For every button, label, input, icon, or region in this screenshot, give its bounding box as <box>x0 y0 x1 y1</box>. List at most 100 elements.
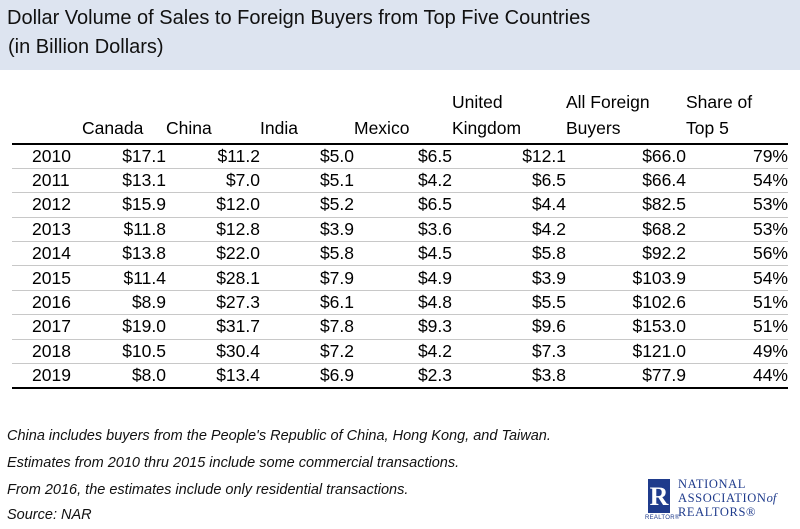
table-row: 2011 $13.1 $7.0 $5.1 $4.2 $6.5 $66.4 54% <box>12 168 788 193</box>
cell-india: $7.8 <box>319 316 354 337</box>
cell-year: 2016 <box>32 292 71 313</box>
cell-all-foreign-buyers: $153.0 <box>632 316 686 337</box>
cell-united-kingdom: $3.9 <box>531 267 566 288</box>
cell-india: $5.0 <box>319 145 354 166</box>
table-subtitle: (in Billion Dollars) <box>8 36 164 58</box>
header-mexico: Mexico <box>354 118 410 138</box>
cell-india: $3.9 <box>319 218 354 239</box>
cell-share-of-top-5: 51% <box>752 316 788 337</box>
cell-china: $7.0 <box>225 170 260 191</box>
cell-all-foreign-buyers: $66.0 <box>642 145 686 166</box>
sales-table: Canada China India Mexico United Kingdom … <box>12 89 788 389</box>
cell-united-kingdom: $7.3 <box>531 340 566 361</box>
cell-year: 2012 <box>32 194 71 215</box>
cell-united-kingdom: $5.5 <box>531 292 566 313</box>
cell-india: $6.1 <box>319 292 354 313</box>
cell-mexico: $6.5 <box>417 145 452 166</box>
realtor-r-icon: R <box>648 479 670 513</box>
header-all-foreign-buyers: All Foreign Buyers <box>566 92 650 138</box>
cell-canada: $15.9 <box>122 194 166 215</box>
cell-china: $12.0 <box>216 194 260 215</box>
cell-china: $11.2 <box>217 145 261 166</box>
cell-mexico: $6.5 <box>417 194 452 215</box>
cell-year: 2011 <box>32 170 70 191</box>
cell-all-foreign-buyers: $92.2 <box>642 243 686 264</box>
cell-year: 2014 <box>32 243 71 264</box>
cell-canada: $19.0 <box>122 316 166 337</box>
header-united-kingdom: United Kingdom <box>452 92 522 138</box>
cell-share-of-top-5: 51% <box>752 292 788 313</box>
cell-share-of-top-5: 56% <box>752 243 788 264</box>
cell-canada: $11.8 <box>123 218 167 239</box>
cell-canada: $10.5 <box>122 340 166 361</box>
cell-china: $27.3 <box>216 292 260 313</box>
logo-realtor-label: REALTOR® <box>645 515 680 521</box>
header-china: China <box>166 118 212 138</box>
cell-share-of-top-5: 44% <box>752 364 788 385</box>
footnote-commercial: Estimates from 2010 thru 2015 include so… <box>7 455 460 471</box>
cell-india: $7.2 <box>319 340 354 361</box>
cell-united-kingdom: $6.5 <box>531 170 566 191</box>
header-india: India <box>260 118 298 138</box>
cell-canada: $13.1 <box>122 170 166 191</box>
cell-year: 2019 <box>32 364 71 385</box>
cell-share-of-top-5: 53% <box>752 218 788 239</box>
header-year <box>12 89 82 144</box>
cell-all-foreign-buyers: $68.2 <box>642 218 686 239</box>
cell-all-foreign-buyers: $103.9 <box>632 267 686 288</box>
cell-india: $5.1 <box>319 170 354 191</box>
header-share-of-top-5: Share of Top 5 <box>686 92 753 138</box>
header-row: Canada China India Mexico United Kingdom … <box>12 89 788 144</box>
cell-all-foreign-buyers: $121.0 <box>632 340 686 361</box>
cell-united-kingdom: $4.4 <box>531 194 566 215</box>
cell-share-of-top-5: 49% <box>752 340 788 361</box>
cell-india: $5.8 <box>319 243 354 264</box>
cell-all-foreign-buyers: $77.9 <box>642 364 686 385</box>
cell-year: 2017 <box>32 316 71 337</box>
cell-united-kingdom: $4.2 <box>531 218 566 239</box>
table-row: 2018 $10.5 $30.4 $7.2 $4.2 $7.3 $121.0 4… <box>12 339 788 364</box>
table-row: 2010 $17.1 $11.2 $5.0 $6.5 $12.1 $66.0 7… <box>12 144 788 169</box>
table-row: 2019 $8.0 $13.4 $6.9 $2.3 $3.8 $77.9 44% <box>12 364 788 388</box>
cell-mexico: $4.5 <box>417 243 452 264</box>
cell-mexico: $2.3 <box>417 364 452 385</box>
table-row: 2012 $15.9 $12.0 $5.2 $6.5 $4.4 $82.5 53… <box>12 193 788 218</box>
cell-mexico: $4.2 <box>417 340 452 361</box>
cell-all-foreign-buyers: $82.5 <box>642 194 686 215</box>
nar-logo: R REALTOR® NATIONAL ASSOCIATIONof REALTO… <box>645 477 798 527</box>
cell-share-of-top-5: 54% <box>752 267 788 288</box>
cell-united-kingdom: $5.8 <box>531 243 566 264</box>
cell-share-of-top-5: 79% <box>752 145 788 166</box>
cell-india: $7.9 <box>319 267 354 288</box>
cell-year: 2013 <box>32 218 71 239</box>
cell-united-kingdom: $12.1 <box>522 145 566 166</box>
footnote-china: China includes buyers from the People's … <box>7 428 551 444</box>
table-row: 2013 $11.8 $12.8 $3.9 $3.6 $4.2 $68.2 53… <box>12 217 788 242</box>
cell-year: 2010 <box>32 145 71 166</box>
table-title: Dollar Volume of Sales to Foreign Buyers… <box>7 7 591 29</box>
table-row: 2015 $11.4 $28.1 $7.9 $4.9 $3.9 $103.9 5… <box>12 266 788 291</box>
cell-mexico: $9.3 <box>417 316 452 337</box>
cell-year: 2015 <box>32 267 71 288</box>
cell-mexico: $4.9 <box>417 267 452 288</box>
cell-china: $31.7 <box>216 316 260 337</box>
cell-canada: $8.0 <box>131 364 166 385</box>
cell-china: $13.4 <box>216 364 260 385</box>
table-row: 2014 $13.8 $22.0 $5.8 $4.5 $5.8 $92.2 56… <box>12 242 788 266</box>
title-band: Dollar Volume of Sales to Foreign Buyers… <box>0 0 800 70</box>
cell-all-foreign-buyers: $102.6 <box>632 292 686 313</box>
cell-china: $30.4 <box>216 340 260 361</box>
cell-canada: $8.9 <box>131 292 166 313</box>
table-row: 2016 $8.9 $27.3 $6.1 $4.8 $5.5 $102.6 51… <box>12 290 788 315</box>
cell-canada: $13.8 <box>122 243 166 264</box>
cell-canada: $17.1 <box>122 145 166 166</box>
cell-china: $22.0 <box>216 243 260 264</box>
cell-share-of-top-5: 53% <box>752 194 788 215</box>
table-row: 2017 $19.0 $31.7 $7.8 $9.3 $9.6 $153.0 5… <box>12 315 788 340</box>
cell-mexico: $3.6 <box>417 218 452 239</box>
cell-mexico: $4.2 <box>417 170 452 191</box>
cell-india: $6.9 <box>319 364 354 385</box>
cell-china: $28.1 <box>216 267 260 288</box>
cell-united-kingdom: $9.6 <box>531 316 566 337</box>
cell-year: 2018 <box>32 340 71 361</box>
